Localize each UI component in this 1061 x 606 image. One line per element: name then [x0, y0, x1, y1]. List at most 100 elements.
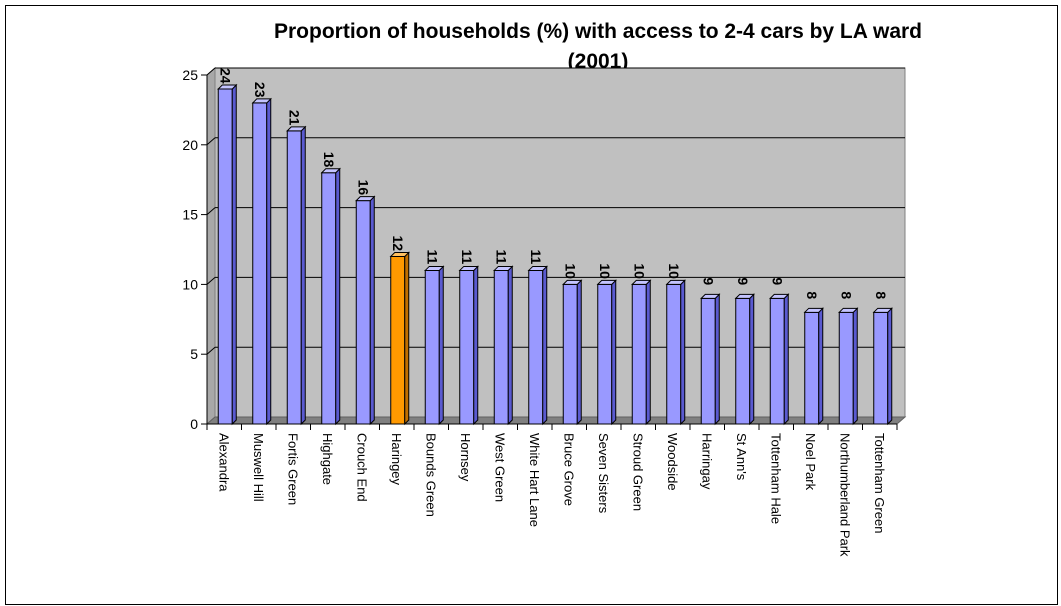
bar [217, 83, 238, 426]
data-label: 16 [355, 180, 371, 196]
bar-side [887, 307, 893, 426]
bar-top [665, 279, 686, 285]
y-tick-label: 15 [182, 207, 198, 223]
bar [389, 251, 410, 426]
x-tick-label: Muswell Hill [251, 433, 266, 502]
bar [838, 307, 859, 426]
bar [320, 167, 341, 426]
bar-front [217, 88, 233, 425]
bar-front [838, 311, 854, 425]
bar-top [493, 265, 514, 271]
data-label: 10 [597, 263, 613, 279]
bar-top [389, 251, 410, 257]
bar-side [576, 279, 582, 426]
bar [872, 307, 893, 426]
x-tick-label: Haringey [389, 433, 404, 486]
data-label: 24 [217, 68, 233, 84]
bar-front [390, 255, 406, 425]
data-label: 8 [873, 291, 889, 299]
data-label: 10 [666, 263, 682, 279]
bar [251, 97, 272, 426]
plot-floor [205, 416, 907, 425]
x-tick-label: Stroud Green [630, 433, 645, 511]
bar [631, 279, 652, 426]
bar-top [562, 279, 583, 285]
bar-front [528, 269, 544, 425]
gridline-side [206, 207, 216, 215]
bar-side [473, 265, 479, 426]
bar-side [542, 265, 548, 426]
bar-front [631, 283, 647, 425]
bar-side [818, 307, 824, 426]
bar-top [286, 126, 307, 132]
bar-side [714, 293, 720, 426]
bar [493, 265, 514, 426]
bar [596, 279, 617, 426]
bar [355, 195, 376, 426]
bar-side [335, 167, 341, 426]
bar-top [424, 265, 445, 271]
data-label: 23 [252, 82, 268, 98]
x-tick-label: Tottenham Green [872, 433, 887, 533]
bar-top [769, 293, 790, 299]
data-label: 11 [528, 249, 544, 264]
plot-side-wall [206, 66, 216, 426]
x-tick-label: Woodside [665, 433, 680, 491]
x-tick-label: White Hart Lane [527, 433, 542, 527]
bar-side [231, 83, 237, 426]
bar-front [355, 200, 371, 425]
plot-area [205, 66, 907, 426]
gridline-side [206, 137, 216, 146]
data-label: 8 [804, 291, 820, 299]
plot-back-wall [214, 67, 906, 418]
data-label: 21 [286, 110, 302, 126]
bar-chart: Proportion of households (%) with access… [182, 20, 922, 557]
data-label: 12 [390, 235, 406, 251]
bar-top [872, 307, 893, 313]
gridline-side [206, 277, 216, 285]
bar-front [424, 269, 440, 425]
bar-top [217, 84, 238, 90]
y-tick-label: 0 [190, 416, 198, 432]
bar-side [611, 279, 617, 426]
bar [803, 307, 824, 426]
chart-title-line-2: (2001) [568, 50, 629, 73]
data-label: 11 [424, 249, 440, 264]
bar-front [493, 269, 509, 425]
bar-front [735, 297, 751, 425]
bars [217, 83, 893, 426]
data-label: 9 [769, 277, 785, 285]
chart-frame: Proportion of households (%) with access… [5, 5, 1058, 605]
x-tick-label: Northumberland Park [837, 433, 852, 557]
bar-top [458, 265, 479, 271]
bar-front [873, 311, 889, 425]
x-tick-label: Seven Sisters [596, 433, 611, 514]
x-tick-label: Crouch End [354, 433, 369, 502]
bar [286, 125, 307, 426]
bar-top [320, 168, 341, 174]
data-label: 11 [493, 249, 509, 264]
bar-top [734, 293, 755, 299]
y-tick-label: 10 [182, 276, 198, 292]
x-axis-labels: Alexandra Muswell Hill Fortis Green Highgat… [216, 433, 887, 557]
data-label: 9 [735, 277, 751, 285]
bar-top [838, 307, 859, 313]
data-label: 11 [459, 249, 475, 264]
data-label: 10 [562, 263, 578, 279]
x-tick-label: Tottenham Hale [768, 433, 783, 524]
x-tick-label: Fortis Green [285, 433, 300, 505]
bar-side [783, 293, 789, 426]
x-tick-label: Bounds Green [423, 433, 438, 517]
bar-top [631, 279, 652, 285]
bar [665, 279, 686, 426]
bar-front [562, 283, 578, 425]
x-tick-label: Noel Park [803, 433, 818, 491]
bar-top [251, 98, 272, 104]
x-tick-label: Alexandra [216, 433, 231, 492]
bar [562, 279, 583, 426]
bar-side [369, 195, 375, 426]
bar [424, 265, 445, 426]
y-tick-label: 5 [190, 346, 198, 362]
data-label: 8 [838, 291, 854, 299]
bar-top [803, 307, 824, 313]
